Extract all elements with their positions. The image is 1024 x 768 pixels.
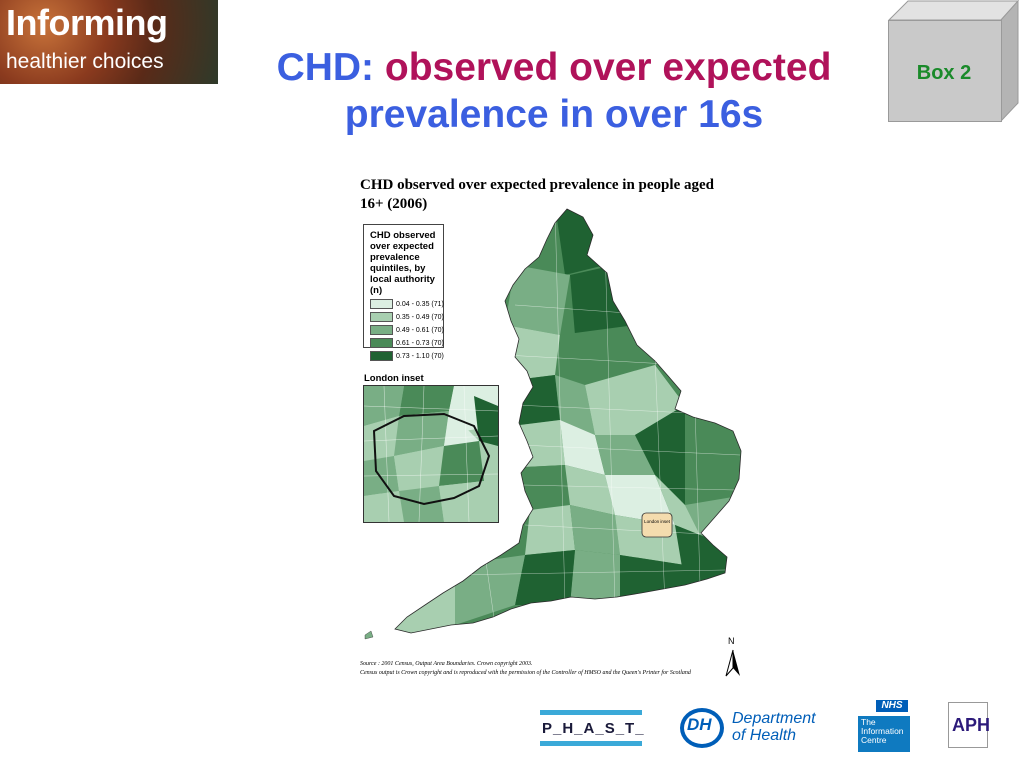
box-2-label: Box 2 bbox=[886, 0, 1020, 124]
legend-swatch bbox=[370, 299, 393, 309]
cube-face bbox=[888, 20, 1002, 122]
london-marker bbox=[641, 512, 673, 538]
dh-line1: Department bbox=[732, 710, 816, 727]
aph-logo: APH bbox=[948, 702, 991, 748]
department-of-health-logo: DH Department of Health bbox=[680, 704, 840, 752]
title-part2: observed over expected bbox=[384, 46, 832, 89]
legend-item: 0.61 - 0.73 (70) bbox=[370, 338, 444, 348]
legend-item: 0.73 - 1.10 (70) bbox=[370, 351, 444, 361]
map-title: CHD observed over expected prevalence in… bbox=[360, 177, 714, 212]
phast-logo: P_H_A_S_T_ bbox=[540, 710, 645, 750]
title-part3: prevalence in over 16s bbox=[344, 93, 764, 136]
north-arrow: N bbox=[722, 636, 744, 678]
title-part1: CHD: bbox=[276, 46, 375, 89]
map-legend: CHD observed over expected prevalence qu… bbox=[363, 224, 444, 361]
dh-circle-icon bbox=[680, 708, 724, 748]
dh-line2: of Health bbox=[732, 727, 797, 744]
north-label: N bbox=[728, 636, 735, 646]
legend-item: 0.49 - 0.61 (70) bbox=[370, 325, 444, 335]
information-centre-logo: NHS The Information Centre bbox=[858, 700, 910, 754]
map-source-note: Source : 2001 Census, Output Area Bounda… bbox=[360, 660, 730, 678]
logo-line1: Informing bbox=[6, 2, 168, 43]
source-line1: Source : 2001 Census, Output Area Bounda… bbox=[360, 661, 533, 667]
boundary-lines bbox=[454, 209, 741, 626]
london-inset-label: London inset bbox=[364, 373, 424, 384]
london-inset-svg bbox=[364, 386, 498, 522]
legend-item: 0.04 - 0.35 (71) bbox=[370, 299, 444, 309]
dh-wordmark: Department of Health bbox=[732, 710, 816, 744]
slide-title: CHD: observed over expected prevalence i… bbox=[222, 44, 886, 138]
london-inset-map bbox=[363, 385, 499, 523]
legend-label: 0.04 - 0.35 (71) bbox=[396, 300, 444, 308]
london-marker-label: London inset bbox=[644, 519, 671, 524]
legend-label: 0.61 - 0.73 (70) bbox=[396, 339, 444, 347]
north-arrow-icon bbox=[725, 649, 740, 677]
phast-logo-text: P_H_A_S_T_ bbox=[542, 720, 645, 737]
england-outline bbox=[394, 208, 742, 634]
legend-item: 0.35 - 0.49 (70) bbox=[370, 312, 444, 322]
legend-label: 0.49 - 0.61 (70) bbox=[396, 326, 444, 334]
legend-label: 0.35 - 0.49 (70) bbox=[396, 313, 444, 321]
legend-title: CHD observed over expected prevalence qu… bbox=[370, 230, 436, 296]
informing-healthier-choices-logo: Informing healthier choices bbox=[0, 0, 218, 84]
information-centre-text: The Information Centre bbox=[858, 716, 910, 752]
dh-mark: DH bbox=[687, 715, 712, 734]
box-2-text: Box 2 bbox=[916, 62, 972, 84]
footer-logos: P_H_A_S_T_ DH Department of Health NHS T… bbox=[538, 700, 1020, 756]
isles-of-scilly bbox=[364, 630, 374, 640]
source-line2: Census output is Crown copyright and is … bbox=[360, 670, 691, 676]
legend-swatch bbox=[370, 325, 393, 335]
legend-label: 0.73 - 1.10 (70) bbox=[396, 352, 444, 360]
logo-line2: healthier choices bbox=[6, 50, 164, 73]
legend-swatch bbox=[370, 312, 393, 322]
aph-logo-text: APH bbox=[952, 715, 991, 735]
nhs-logo: NHS bbox=[876, 700, 908, 712]
legend-swatch bbox=[370, 351, 393, 361]
legend-swatch bbox=[370, 338, 393, 348]
